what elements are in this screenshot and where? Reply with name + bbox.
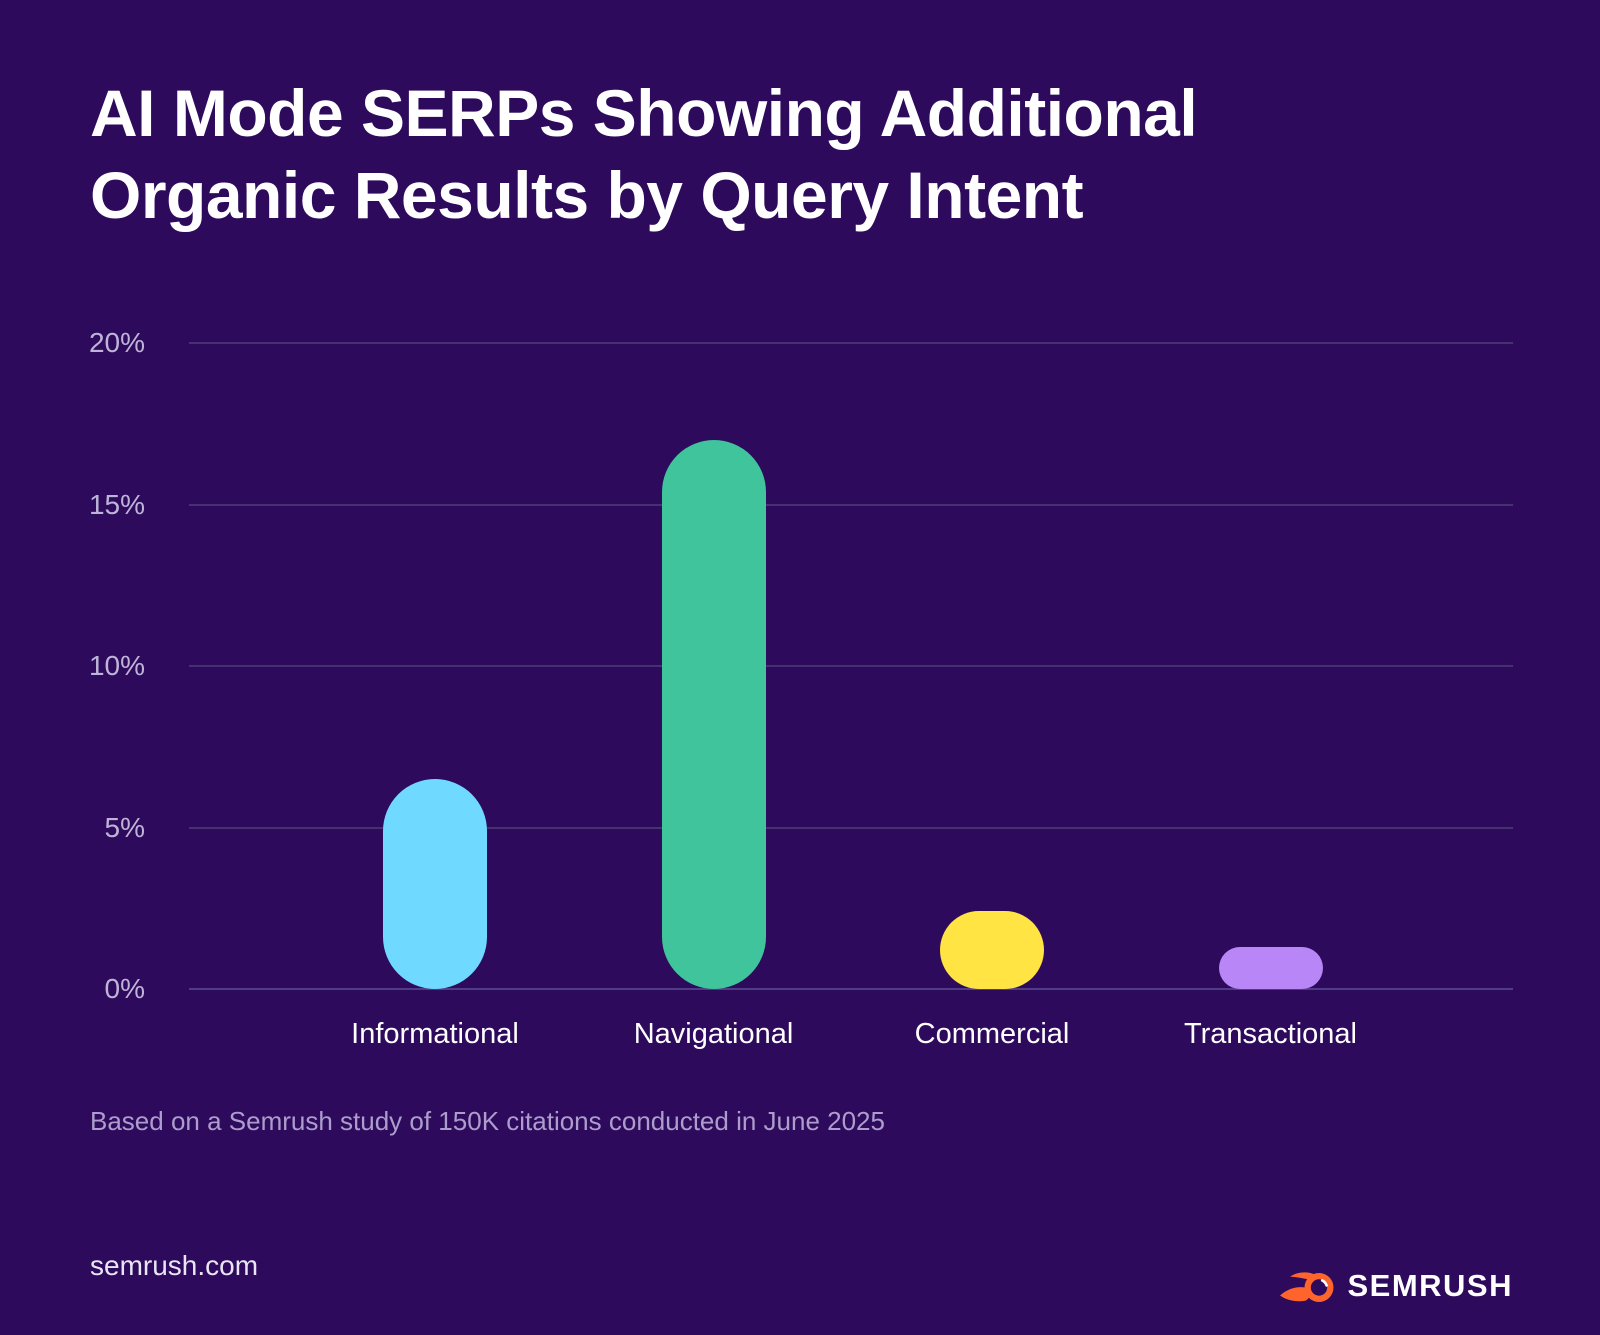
- x-axis: Informational Navigational Commercial Trans…: [189, 1014, 1513, 1058]
- gridline-15: [189, 503, 1513, 506]
- bar-navigational: [661, 440, 766, 989]
- gridline-20: [189, 342, 1513, 344]
- x-tick-label-transactional: Transactional: [1183, 1018, 1358, 1050]
- semrush-logo: SEMRUSH: [1280, 1264, 1513, 1308]
- y-tick-label-15: 15%: [88, 488, 145, 520]
- site-url: semrush.com: [90, 1250, 259, 1281]
- x-axis-line: [189, 988, 1513, 990]
- semrush-flame-icon: [1280, 1272, 1334, 1302]
- y-tick-label-10: 10%: [88, 650, 145, 681]
- gridline-5: [189, 826, 1513, 829]
- y-tick-label-5: 5%: [104, 811, 145, 843]
- y-tick-label-0: 0%: [104, 973, 145, 1004]
- plot-area: [189, 342, 1513, 990]
- page-title: AI Mode SERPs Showing Additional Organic…: [90, 72, 1510, 236]
- footnote: Based on a Semrush study of 150K citatio…: [90, 1106, 885, 1136]
- y-tick-label-20: 20%: [88, 327, 145, 358]
- x-tick-label-informational: Informational: [351, 1018, 519, 1050]
- bar-transactional: [1218, 947, 1323, 989]
- y-axis: 20% 15% 10% 5% 0%: [0, 327, 145, 1004]
- title-line-1: AI Mode SERPs Showing Additional: [90, 76, 1198, 150]
- title-line-2: Organic Results by Query Intent: [90, 158, 1084, 232]
- bar-informational: [383, 779, 487, 989]
- x-tick-label-commercial: Commercial: [914, 1018, 1070, 1050]
- gridline-10: [189, 665, 1513, 667]
- x-tick-label-navigational: Navigational: [633, 1018, 794, 1050]
- semrush-wordmark: SEMRUSH: [1347, 1268, 1513, 1303]
- bar-commercial: [940, 911, 1044, 989]
